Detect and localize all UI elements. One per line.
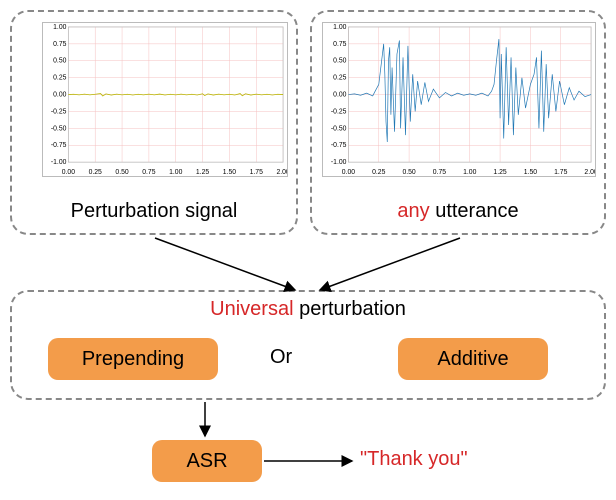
utterance-panel: 0.00 0.25 0.50 0.75 1.00 1.25 1.50 1.75 2.00 -1.0… — [310, 10, 606, 235]
svg-text:-0.75: -0.75 — [51, 142, 67, 149]
svg-text:0.75: 0.75 — [53, 41, 66, 48]
svg-text:1.00: 1.00 — [333, 24, 346, 31]
svg-text:0.00: 0.00 — [62, 169, 75, 176]
svg-text:-0.25: -0.25 — [51, 108, 67, 115]
or-label: Or — [270, 346, 292, 369]
perturbation-panel: 0.00 0.25 0.50 0.75 1.00 1.25 1.50 1.75 2.00 -1.0… — [10, 10, 298, 235]
svg-text:0.50: 0.50 — [333, 58, 346, 65]
perturbation-chart: 0.00 0.25 0.50 0.75 1.00 1.25 1.50 1.75 2.00 -1.0… — [42, 22, 288, 177]
svg-text:-0.50: -0.50 — [331, 125, 347, 132]
additive-button: Additive — [398, 338, 548, 380]
svg-text:1.00: 1.00 — [169, 169, 182, 176]
svg-text:-0.25: -0.25 — [331, 108, 347, 115]
universal-rest: perturbation — [294, 298, 406, 320]
svg-text:2.00: 2.00 — [584, 169, 595, 176]
universal-red: Universal — [210, 298, 293, 320]
svg-text:0.00: 0.00 — [342, 169, 355, 176]
svg-text:1.25: 1.25 — [196, 169, 209, 176]
svg-text:1.00: 1.00 — [463, 169, 476, 176]
svg-text:0.75: 0.75 — [333, 41, 346, 48]
svg-text:-0.75: -0.75 — [331, 142, 347, 149]
utterance-caption-any: any — [397, 200, 429, 222]
asr-button: ASR — [152, 440, 262, 482]
svg-text:1.75: 1.75 — [250, 169, 263, 176]
svg-text:-1.00: -1.00 — [331, 159, 347, 166]
universal-label: Universal perturbation — [0, 298, 616, 321]
svg-text:2.00: 2.00 — [276, 169, 287, 176]
svg-text:0.50: 0.50 — [402, 169, 415, 176]
svg-text:1.50: 1.50 — [223, 169, 236, 176]
svg-text:0.25: 0.25 — [53, 75, 66, 82]
svg-text:0.50: 0.50 — [115, 169, 128, 176]
svg-text:0.75: 0.75 — [142, 169, 155, 176]
utterance-caption: any utterance — [312, 200, 604, 223]
svg-text:-1.00: -1.00 — [51, 159, 67, 166]
svg-text:0.00: 0.00 — [53, 92, 66, 99]
svg-text:1.00: 1.00 — [53, 24, 66, 31]
svg-text:0.25: 0.25 — [372, 169, 385, 176]
arrow-right-to-mid — [320, 238, 460, 290]
svg-text:1.50: 1.50 — [524, 169, 537, 176]
perturbation-caption: Perturbation signal — [12, 200, 296, 223]
utterance-caption-rest: utterance — [430, 200, 519, 222]
svg-text:0.25: 0.25 — [333, 75, 346, 82]
svg-text:1.75: 1.75 — [554, 169, 567, 176]
svg-text:1.25: 1.25 — [493, 169, 506, 176]
svg-text:0.25: 0.25 — [89, 169, 102, 176]
svg-text:0.00: 0.00 — [333, 92, 346, 99]
output-text: "Thank you" — [360, 448, 468, 471]
utterance-chart: 0.00 0.25 0.50 0.75 1.00 1.25 1.50 1.75 2.00 -1.0… — [322, 22, 596, 177]
arrow-left-to-mid — [155, 238, 295, 290]
svg-text:-0.50: -0.50 — [51, 125, 67, 132]
svg-text:0.50: 0.50 — [53, 58, 66, 65]
prepending-button: Prepending — [48, 338, 218, 380]
svg-text:0.75: 0.75 — [433, 169, 446, 176]
